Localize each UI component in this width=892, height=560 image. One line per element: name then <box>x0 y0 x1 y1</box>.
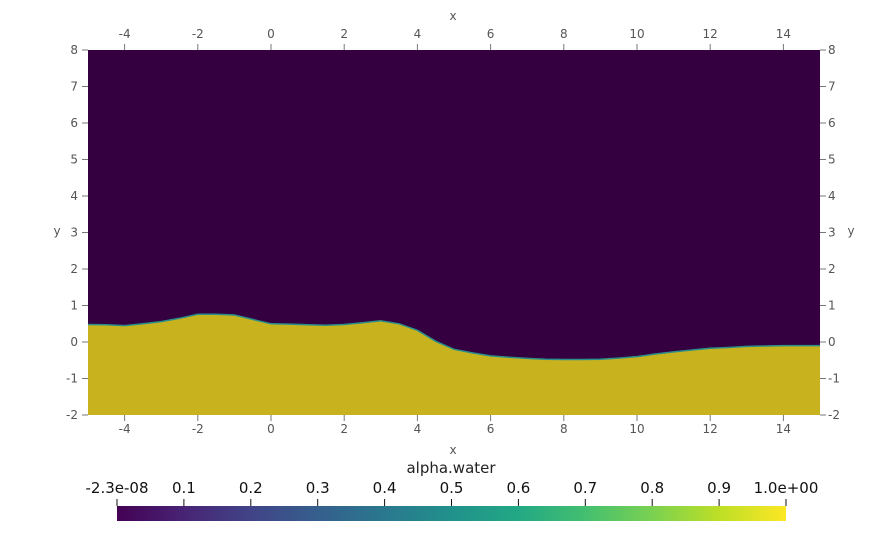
colorbar-tick-label: 0.8 <box>640 479 664 497</box>
colorbar-tick-label: 0.7 <box>573 479 597 497</box>
colorbar-tick-label: 0.4 <box>373 479 397 497</box>
x-tick-label-bottom: 2 <box>340 422 348 436</box>
colorbar-title: alpha.water <box>406 459 496 477</box>
colorbar-tick-label: 0.9 <box>707 479 731 497</box>
colorbar-ticks: -2.3e-08 0.1 0.2 0.3 0.4 0.5 0.6 0.7 0.8 0.9 1.0e+… <box>86 479 819 506</box>
y-tick-label-left: 3 <box>70 226 78 240</box>
y-tick-label-left: -2 <box>66 408 78 422</box>
colorbar-tick-label: 0.1 <box>172 479 196 497</box>
x-tick-label-top: 8 <box>560 27 568 41</box>
x-tick-label-top: 12 <box>703 27 718 41</box>
y-tick-label-left: 7 <box>70 80 78 94</box>
x-tick-label-top: 14 <box>776 27 791 41</box>
x-tick-label-bottom: 0 <box>267 422 275 436</box>
x-tick-label-top: 10 <box>629 27 644 41</box>
x-tick-label-bottom: -2 <box>192 422 204 436</box>
colorbar-tick-label: 0.5 <box>440 479 464 497</box>
x-tick-label-bottom: 6 <box>487 422 495 436</box>
x-tick-label-top: 2 <box>340 27 348 41</box>
water-interface-line <box>87 313 820 361</box>
y-tick-label-left: -1 <box>66 372 78 386</box>
x-tick-label-bottom: 10 <box>629 422 644 436</box>
y-tick-label-left: 2 <box>70 262 78 276</box>
x-axis-title-bottom: x <box>449 443 456 457</box>
x-tick-label-top: 6 <box>487 27 495 41</box>
y-axis-title-right: y <box>847 224 854 238</box>
y-tick-label-left: 5 <box>70 153 78 167</box>
colorbar-gradient <box>117 506 786 521</box>
y-tick-label-left: 0 <box>70 335 78 349</box>
y-tick-label-right: 2 <box>828 262 836 276</box>
water-region <box>88 314 820 415</box>
y-tick-label-right: -1 <box>828 372 840 386</box>
x-tick-label-top: 4 <box>414 27 422 41</box>
x-tick-label-bottom: 12 <box>703 422 718 436</box>
x-tick-label-bottom: -4 <box>119 422 131 436</box>
y-tick-label-right: 5 <box>828 153 836 167</box>
colorbar-tick-label: 0.6 <box>506 479 530 497</box>
x-tick-label-bottom: 8 <box>560 422 568 436</box>
y-axis-title-left: y <box>53 224 60 238</box>
x-tick-label-top: 0 <box>267 27 275 41</box>
colorbar-tick-label: -2.3e-08 <box>86 479 149 497</box>
y-tick-label-right: 6 <box>828 116 836 130</box>
y-tick-label-right: 3 <box>828 226 836 240</box>
colorbar-tick-label: 0.3 <box>306 479 330 497</box>
y-tick-label-right: -2 <box>828 408 840 422</box>
y-tick-label-right: 0 <box>828 335 836 349</box>
y-tick-label-left: 1 <box>70 299 78 313</box>
x-tick-label-top: -4 <box>119 27 131 41</box>
y-tick-label-right: 8 <box>828 43 836 57</box>
colorbar-tick-label: 1.0e+00 <box>754 479 819 497</box>
y-tick-label-left: 8 <box>70 43 78 57</box>
colorbar-tick-label: 0.2 <box>239 479 263 497</box>
y-tick-label-right: 1 <box>828 299 836 313</box>
x-tick-label-top: -2 <box>192 27 204 41</box>
y-tick-label-left: 4 <box>70 189 78 203</box>
y-tick-label-left: 6 <box>70 116 78 130</box>
y-tick-label-right: 7 <box>828 80 836 94</box>
x-tick-label-bottom: 14 <box>776 422 791 436</box>
y-tick-label-right: 4 <box>828 189 836 203</box>
x-tick-label-bottom: 4 <box>414 422 422 436</box>
x-axis-title-top: x <box>449 9 456 23</box>
